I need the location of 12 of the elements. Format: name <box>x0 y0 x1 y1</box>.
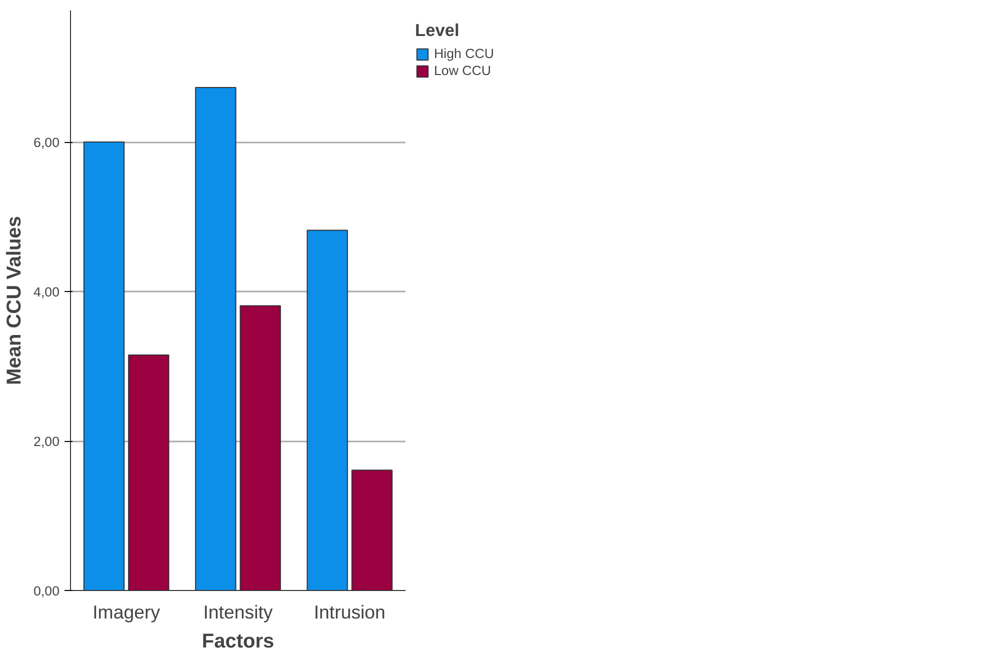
legend-title: Level <box>415 20 460 41</box>
legend-label: Low CCU <box>434 63 492 78</box>
y-axis-title: Mean CCU Values <box>4 216 26 385</box>
y-tick-label: 4,00 <box>34 284 60 300</box>
y-tick-label: 0,00 <box>34 584 60 598</box>
y-tick-label: 6,00 <box>34 135 60 150</box>
x-axis-title: Factors <box>202 630 274 652</box>
x-tick-label: Intensity <box>203 602 274 622</box>
x-tick-label: Intrusion <box>314 602 386 622</box>
y-tick-label: 2,00 <box>34 434 60 450</box>
x-tick-label: Imagery <box>92 602 161 622</box>
legend-label: High CCU <box>434 46 494 61</box>
